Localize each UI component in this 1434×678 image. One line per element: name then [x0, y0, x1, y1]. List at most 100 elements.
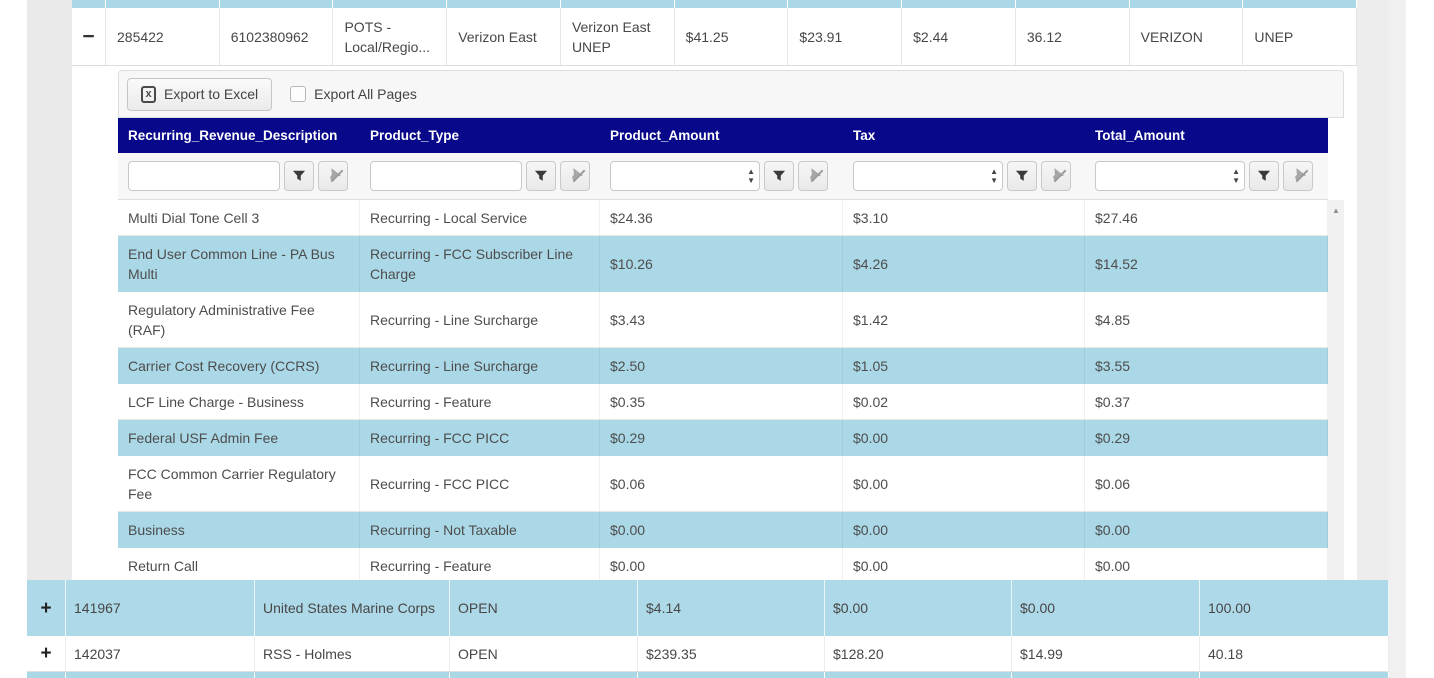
cell-product-amount: $3.43	[600, 292, 843, 347]
filter-numeric-input[interactable]: ▲ ▼	[1095, 161, 1245, 191]
spinner-up-icon[interactable]: ▲	[990, 167, 998, 176]
row-sliver-cell	[27, 672, 66, 678]
row-sliver-cell	[788, 0, 903, 8]
expand-icon[interactable]: +	[40, 643, 52, 664]
filter-input[interactable]	[370, 161, 522, 191]
export-all-label: Export All Pages	[314, 86, 417, 102]
collapse-icon[interactable]: −	[82, 25, 95, 48]
detail-grid-scrollbar[interactable]: ▲	[1328, 200, 1344, 580]
spinner-down-icon[interactable]: ▼	[747, 176, 755, 185]
table-row-selected[interactable]: + 141967 United States Marine Corps OPEN…	[27, 580, 1389, 636]
clear-filter-icon	[1295, 168, 1307, 181]
filter-button[interactable]	[1249, 161, 1279, 191]
clear-filter-icon	[1053, 168, 1065, 181]
cell-description: Return Call	[118, 548, 360, 580]
table-row[interactable]: Regulatory Administrative Fee (RAF) Recu…	[118, 292, 1328, 348]
cell-tax: $0.00	[843, 456, 1085, 511]
detail-toolbar: x Export to Excel Export All Pages	[118, 70, 1344, 118]
table-row[interactable]: FCC Common Carrier Regulatory Fee Recurr…	[118, 456, 1328, 512]
filter-numeric-input[interactable]: ▲ ▼	[610, 161, 760, 191]
parent-cell-product: POTS - Local/Regio...	[333, 8, 448, 65]
cell-amount3: $0.00	[1012, 580, 1200, 636]
cell-customer: RSS - Holmes	[255, 636, 450, 671]
filter-button[interactable]	[764, 161, 794, 191]
table-row[interactable]: LCF Line Charge - Business Recurring - F…	[118, 384, 1328, 420]
row-sliver-cell	[255, 672, 450, 678]
filter-cell: ▲ ▼	[843, 153, 1085, 199]
excel-icon: x	[141, 85, 156, 103]
table-row[interactable]: Business Recurring - Not Taxable $0.00 $…	[118, 512, 1328, 548]
filter-cell: ▲ ▼	[600, 153, 843, 199]
cell-tax: $0.02	[843, 384, 1085, 419]
table-row[interactable]: End User Common Line - PA Bus Multi Recu…	[118, 236, 1328, 292]
partial-row-top	[72, 0, 1358, 8]
parent-cell-carrier-plan: Verizon East UNEP	[561, 8, 675, 65]
expand-icon[interactable]: +	[40, 597, 52, 619]
cell-description: Multi Dial Tone Cell 3	[118, 200, 360, 235]
table-row[interactable]: Return Call Recurring - Feature $0.00 $0…	[118, 548, 1328, 580]
cell-tax: $1.05	[843, 348, 1085, 384]
cell-tax: $0.00	[843, 512, 1085, 548]
row-sliver-cell	[1243, 0, 1358, 8]
filter-numeric-input[interactable]: ▲ ▼	[853, 161, 1003, 191]
cell-tax: $0.00	[843, 420, 1085, 456]
page-scrollbar-track[interactable]	[1388, 0, 1406, 678]
filter-button[interactable]	[284, 161, 314, 191]
clear-filter-button[interactable]	[560, 161, 590, 191]
scroll-up-icon[interactable]: ▲	[1332, 206, 1340, 215]
cell-amount3: $14.99	[1012, 636, 1200, 671]
cell-amount2: $128.20	[825, 636, 1012, 671]
spinner-down-icon[interactable]: ▼	[990, 176, 998, 185]
collapse-cell[interactable]: −	[72, 8, 106, 65]
table-row[interactable]: + 142037 RSS - Holmes OPEN $239.35 $128.…	[27, 636, 1389, 672]
table-row[interactable]: Multi Dial Tone Cell 3 Recurring - Local…	[118, 200, 1328, 236]
column-header-tax[interactable]: Tax	[853, 128, 876, 143]
detail-grid-body: Multi Dial Tone Cell 3 Recurring - Local…	[118, 200, 1328, 580]
cell-status: OPEN	[450, 580, 638, 636]
parent-cell-amount: $41.25	[675, 8, 789, 65]
clear-filter-button[interactable]	[1283, 161, 1313, 191]
filter-cell	[360, 153, 600, 199]
export-all-checkbox[interactable]	[290, 86, 307, 102]
filter-cell	[118, 153, 360, 199]
filter-icon	[534, 170, 548, 181]
parent-grid-expanded-row[interactable]: − 285422 6102380962 POTS - Local/Regio..…	[72, 8, 1358, 66]
spinner-up-icon[interactable]: ▲	[747, 167, 755, 176]
parent-cell-amount2: $23.91	[788, 8, 903, 65]
expand-cell[interactable]: +	[27, 636, 66, 671]
filter-row: ▲ ▼ ▲ ▼	[118, 153, 1328, 200]
clear-filter-button[interactable]	[1041, 161, 1071, 191]
spinner-down-icon[interactable]: ▼	[1232, 176, 1240, 185]
row-sliver-cell	[66, 672, 255, 678]
cell-amount2: $0.00	[825, 580, 1012, 636]
clear-filter-button[interactable]	[318, 161, 348, 191]
clear-filter-icon	[810, 168, 822, 181]
filter-cell: ▲ ▼	[1085, 153, 1328, 199]
filter-icon	[1257, 170, 1271, 181]
parent-cell-plan: UNEP	[1243, 8, 1358, 65]
clear-filter-button[interactable]	[798, 161, 828, 191]
export-to-excel-button[interactable]: x Export to Excel	[127, 77, 273, 111]
column-header-recurring-revenue-description[interactable]: Recurring_Revenue_Description	[128, 128, 338, 143]
column-header-product-amount[interactable]: Product_Amount	[610, 128, 720, 143]
row-sliver-cell	[560, 0, 675, 8]
column-header-product-type[interactable]: Product_Type	[370, 128, 460, 143]
parent-cell-account: 285422	[106, 8, 220, 65]
table-row[interactable]: Carrier Cost Recovery (CCRS) Recurring -…	[118, 348, 1328, 384]
row-sliver-cell	[450, 672, 638, 678]
column-header-total-amount[interactable]: Total_Amount	[1095, 128, 1185, 143]
filter-button[interactable]	[1007, 161, 1037, 191]
expand-cell[interactable]: +	[27, 580, 66, 636]
row-sliver-cell	[638, 672, 825, 678]
table-row[interactable]: Federal USF Admin Fee Recurring - FCC PI…	[118, 420, 1328, 456]
filter-input[interactable]	[128, 161, 280, 191]
cell-description: Carrier Cost Recovery (CCRS)	[118, 348, 360, 384]
filter-button[interactable]	[526, 161, 556, 191]
cell-product-type: Recurring - Feature	[360, 548, 600, 580]
cell-tax: $0.00	[843, 548, 1085, 580]
cell-total-amount: $14.52	[1085, 236, 1328, 292]
row-sliver-cell	[1129, 0, 1244, 8]
cell-product-amount: $10.26	[600, 236, 843, 292]
detail-grid-header: Recurring_Revenue_Description Product_Ty…	[118, 118, 1328, 153]
spinner-up-icon[interactable]: ▲	[1232, 167, 1240, 176]
